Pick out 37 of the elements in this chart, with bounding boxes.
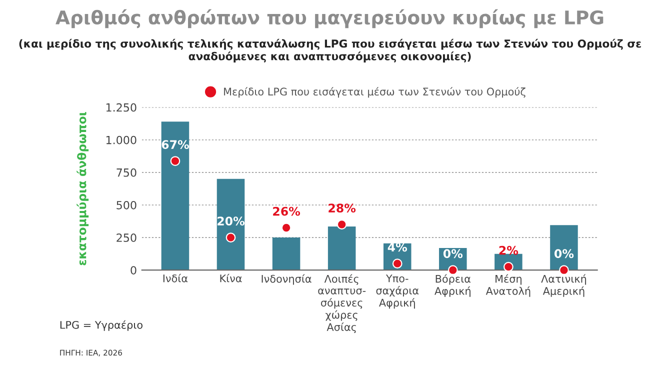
point [336,220,347,230]
chart-title: Αριθμός ανθρώπων που μαγειρεύουν κυρίως με LPG [56,9,604,28]
data-label: 4% [388,242,408,252]
x-tick-label: Ινδία [163,274,188,282]
data-label: 20% [218,216,245,226]
y-axis-title: εκατομμύρια άνθρωποι [76,112,89,266]
bar [272,238,300,270]
y-tick-label: 250 [116,234,136,242]
x-tick-label: Ινδονησία [262,274,312,285]
data-label: 0% [443,249,463,258]
x-tick-label: Κίνα [220,274,242,282]
data-label: 28% [328,204,356,213]
point [281,222,292,233]
point [170,156,180,166]
x-tick-label: Μέση Ανατολή [486,274,530,297]
x-tick-label: Λοιπές αναπτυσ- σόμενες χώρες Ασίας [318,274,366,334]
bar [328,226,356,270]
legend-label: Μερίδιο LPG που εισάγεται μέσω των Στενών του Ορμούζ [224,87,526,98]
x-tick-label: Υπο- σαχάρια Αφρική [376,274,419,309]
bar [216,178,245,270]
data-label: 0% [554,249,574,258]
data-label: 2% [499,246,518,255]
point [226,232,236,242]
chart-subtitle: (και μερίδιο της συνολικής τελικής κατανάλωσης LPG που εισάγεται μέσω των Στενών του Ορμούζ σε αναδυόμενες και αναπτυσσόμενες οικονομίες) [19,38,641,62]
x-tick-label: Λατινική Αμερική [541,274,586,297]
point [392,258,402,269]
x-tick-label: Βόρεια Αφρική [434,274,470,297]
y-tick-label: 0 [130,266,136,274]
data-label: 67% [162,140,189,150]
y-tick-label: 1.000 [106,136,136,144]
bar [550,225,578,270]
data-label: 26% [273,206,300,216]
y-tick-label: 750 [116,168,136,177]
bar [161,122,190,270]
y-tick-label: 500 [116,200,136,210]
text: LPG = Υγραέριο [60,320,142,331]
y-tick-label: 1.250 [106,103,136,112]
